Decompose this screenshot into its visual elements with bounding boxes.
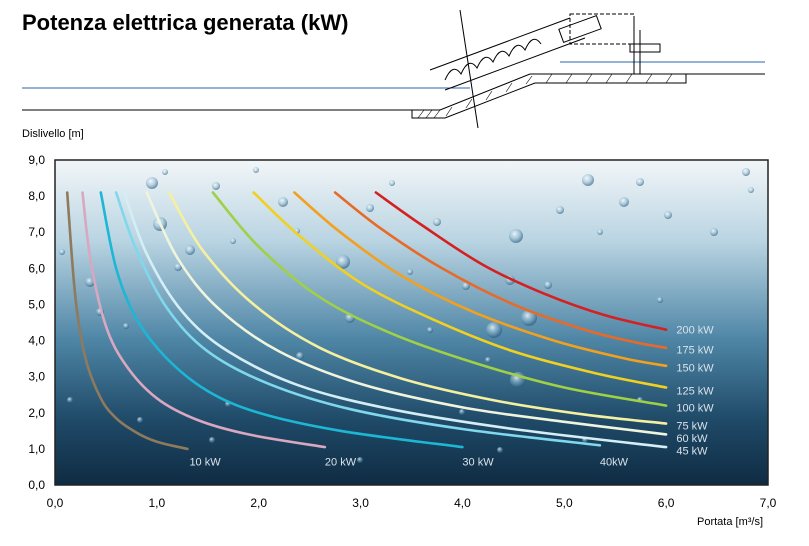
water-drop <box>664 211 672 219</box>
series-label: 100 kW <box>676 402 714 414</box>
y-tick-label: 9,0 <box>28 153 45 167</box>
series-line <box>374 191 668 331</box>
y-tick-label: 2,0 <box>28 406 45 420</box>
y-tick-label: 7,0 <box>28 225 45 239</box>
water-drop <box>357 457 363 463</box>
series-label: 150 kW <box>676 363 714 375</box>
x-tick-label: 5,0 <box>556 496 573 510</box>
series-label: 125 kW <box>676 385 714 397</box>
water-drop <box>253 167 259 173</box>
water-drop <box>67 397 73 403</box>
water-drop <box>636 178 644 186</box>
y-tick-label: 5,0 <box>28 297 45 311</box>
water-drop <box>427 327 433 333</box>
series-label: 40kW <box>600 457 629 469</box>
y-tick-label: 0,0 <box>28 478 45 492</box>
water-drop <box>137 417 143 423</box>
axes: 0,0 1,0 2,0 3,0 4,0 5,0 6,0 7,0 0,0 1,0 2,0 3,0 4,0 5… <box>28 153 776 510</box>
water-drop <box>521 310 537 326</box>
water-drop <box>389 180 395 186</box>
water-drop <box>162 169 168 175</box>
water-drop <box>486 322 502 338</box>
water-drop <box>556 206 564 214</box>
plot-background <box>54 159 769 486</box>
x-axis-label: Portata [m³/s] <box>697 516 764 528</box>
water-drop <box>748 187 754 193</box>
water-drop <box>742 168 750 176</box>
y-tick-label: 6,0 <box>28 261 45 275</box>
series-label: 20 kW <box>325 457 357 469</box>
water-drop <box>59 249 65 255</box>
water-drop <box>657 297 663 303</box>
x-tick-label: 6,0 <box>658 496 675 510</box>
y-tick-label: 3,0 <box>28 370 45 384</box>
series-label: 10 kW <box>189 457 221 469</box>
water-drop <box>296 352 304 360</box>
water-drop <box>710 228 718 236</box>
x-tick-label: 4,0 <box>454 496 471 510</box>
water-drop <box>146 177 158 189</box>
water-drop <box>407 269 413 275</box>
series-line <box>211 191 668 407</box>
series-line <box>65 191 189 451</box>
water-drop <box>174 263 182 271</box>
x-tick-label: 7,0 <box>760 496 777 510</box>
x-tick-label: 2,0 <box>250 496 267 510</box>
series-line <box>114 191 602 447</box>
x-tick-label: 3,0 <box>352 496 369 510</box>
series-line <box>99 191 464 449</box>
series-label: 75 kW <box>676 420 708 432</box>
series-line <box>145 191 668 436</box>
water-drop <box>597 229 603 235</box>
series-label: 200 kW <box>676 325 714 337</box>
water-drops-decoration <box>59 167 754 463</box>
series-label: 175 kW <box>676 345 714 357</box>
water-drop <box>278 197 288 207</box>
series-label: 60 kW <box>676 433 708 445</box>
page-title: Potenza elettrica generata (kW) <box>22 10 349 35</box>
water-drop <box>212 182 220 190</box>
water-drop <box>209 437 215 443</box>
y-axis-label: Dislivello [m] <box>22 128 84 140</box>
y-tick-label: 8,0 <box>28 189 45 203</box>
water-drop <box>336 255 350 269</box>
x-tick-label: 1,0 <box>149 496 166 510</box>
series-label: 45 kW <box>676 446 708 458</box>
water-drop <box>509 229 523 243</box>
water-drop <box>497 447 503 453</box>
water-drop <box>185 245 195 255</box>
water-drop <box>485 357 491 363</box>
series-line <box>123 191 668 449</box>
series-line <box>252 191 668 389</box>
y-tick-label: 4,0 <box>28 334 45 348</box>
series-line <box>333 191 668 350</box>
y-tick-label: 1,0 <box>28 442 45 456</box>
series-line <box>167 191 668 425</box>
water-drop <box>459 409 465 415</box>
series-line <box>81 191 327 449</box>
series-line <box>293 191 668 368</box>
water-drop <box>582 174 594 186</box>
screw-turbine-illustration <box>22 9 765 129</box>
water-drop <box>123 323 129 329</box>
series-label: 30 kW <box>462 457 494 469</box>
series-group <box>65 191 668 451</box>
water-drop <box>85 277 95 287</box>
water-drop <box>544 281 552 289</box>
water-drop <box>366 204 374 212</box>
water-drop <box>230 238 236 244</box>
water-drop <box>619 197 629 207</box>
x-tick-label: 0,0 <box>47 496 64 510</box>
water-drop <box>433 218 441 226</box>
